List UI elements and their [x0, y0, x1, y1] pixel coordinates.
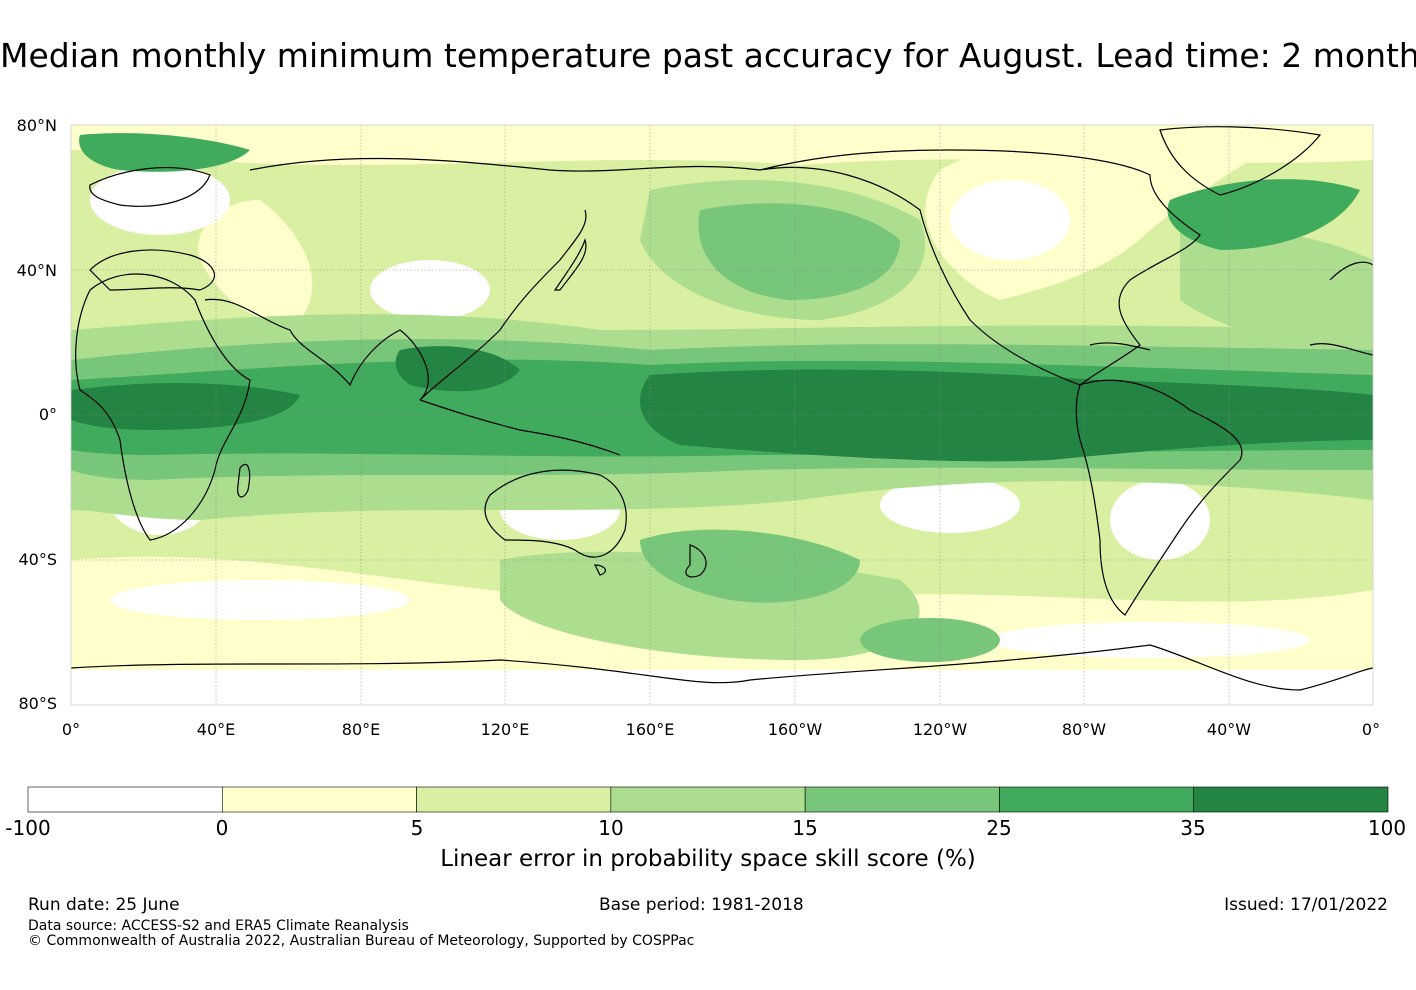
lat-label-40n: 40°N [16, 261, 57, 280]
lon-label-120w: 120°W [912, 720, 968, 739]
colorbar-swatch [999, 786, 1195, 813]
issued-date: Issued: 17/01/2022 [1224, 895, 1388, 915]
lon-label-0-left: 0° [61, 720, 81, 739]
lat-label-40s: 40°S [18, 550, 57, 569]
lon-label-40w: 40°W [1206, 720, 1252, 739]
data-source: Data source: ACCESS-S2 and ERA5 Climate … [28, 918, 409, 934]
copyright: © Commonwealth of Australia 2022, Austra… [28, 933, 695, 949]
colorbar-tick-label: -100 [5, 816, 51, 840]
colorbar-swatch [221, 786, 417, 813]
map-frame [70, 124, 1374, 706]
lat-label-80n: 80°N [16, 116, 57, 135]
lat-label-80s: 80°S [18, 694, 57, 713]
colorbar-tick-label: 10 [598, 816, 624, 840]
run-date: Run date: 25 June [28, 895, 180, 915]
colorbar [27, 786, 1389, 813]
colorbar-tick-label: 5 [410, 816, 424, 840]
base-period: Base period: 1981-2018 [599, 895, 804, 915]
colorbar-tick-label: 25 [986, 816, 1012, 840]
lon-label-80e: 80°E [341, 720, 381, 739]
colorbar-swatch [27, 786, 223, 813]
map-title: Median monthly minimum temperature past … [0, 36, 1416, 75]
colorbar-tick-label: 100 [1367, 816, 1407, 840]
colorbar-tick-label: 0 [215, 816, 229, 840]
lon-label-160e: 160°E [625, 720, 675, 739]
lon-label-120e: 120°E [480, 720, 530, 739]
colorbar-tick-label: 35 [1180, 816, 1206, 840]
lon-label-40e: 40°E [196, 720, 236, 739]
lon-label-0-right: 0° [1361, 720, 1381, 739]
coastlines [71, 126, 1373, 691]
lon-label-80w: 80°W [1061, 720, 1107, 739]
colorbar-label: Linear error in probability space skill … [440, 846, 976, 872]
colorbar-tick-label: 15 [792, 816, 818, 840]
colorbar-swatch [416, 786, 612, 813]
lat-label-eq: 0° [38, 405, 57, 424]
colorbar-swatch [1193, 786, 1389, 813]
gridlines [71, 125, 1373, 705]
colorbar-swatch [804, 786, 1000, 813]
very-high-skill-regions [71, 346, 1373, 462]
lon-label-160w: 160°W [767, 720, 823, 739]
colorbar-swatch [610, 786, 806, 813]
